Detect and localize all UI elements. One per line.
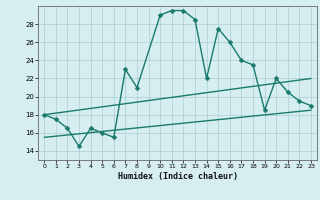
X-axis label: Humidex (Indice chaleur): Humidex (Indice chaleur) [118,172,238,181]
